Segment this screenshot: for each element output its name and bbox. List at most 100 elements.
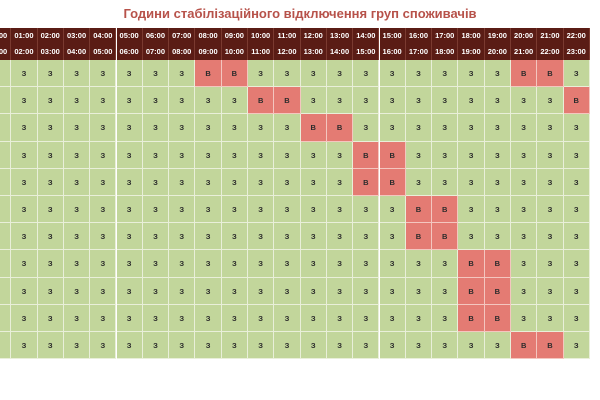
power-on-cell: З [379,223,406,251]
time-column-header: 07:00 08:00 [169,28,196,60]
power-on-cell: З [458,60,485,88]
power-on-cell: З [511,304,538,332]
time-end: 13:00 [303,47,323,56]
time-end: 12:00 [277,47,297,56]
power-on-cell: З [405,250,433,278]
power-on-cell: З [37,114,64,142]
power-on-cell: З [405,168,433,196]
power-on-cell: З [248,250,275,278]
power-on-cell: З [300,250,327,278]
outage-cell: В [300,114,327,142]
power-on-cell: З [274,60,301,88]
power-on-cell: З [326,304,354,332]
power-on-cell: З [37,168,64,196]
power-on-cell: З [326,332,354,360]
power-on-cell: З [90,87,117,115]
power-on-cell: З [432,60,459,88]
time-end: 14:00 [329,47,350,56]
time-start: 17:00 [435,31,455,40]
power-on-cell: З [432,304,459,332]
time-start: 06:00 [145,31,166,40]
time-column-header: 14:00 15:00 [353,28,380,60]
power-on-cell: З [326,168,354,196]
power-on-cell: З [0,168,12,196]
outage-cell: В [511,60,538,88]
power-on-cell: З [116,87,143,115]
power-on-cell: З [248,196,275,224]
outage-schedule-table: 00:0001:0001:0002:0002:0003:0003:0004:00… [0,28,600,398]
time-end: 21:00 [514,47,534,56]
power-on-cell: З [248,114,275,142]
power-on-cell: З [37,250,64,278]
power-on-cell: З [37,196,64,224]
outage-cell: В [353,168,380,196]
power-on-cell: З [537,114,564,142]
power-on-cell: З [116,277,143,305]
power-on-cell: З [563,60,590,88]
power-on-cell: З [169,223,196,251]
power-on-cell: З [0,223,12,251]
power-on-cell: З [63,87,91,115]
time-end: 06:00 [119,47,139,56]
power-on-cell: З [484,114,511,142]
time-start: 22:00 [566,31,586,40]
power-on-cell: З [379,304,406,332]
power-on-cell: З [300,277,327,305]
power-on-cell: З [511,141,538,169]
power-on-cell: З [405,304,433,332]
time-end: 23:00 [566,47,586,56]
power-on-cell: З [326,87,354,115]
power-on-cell: З [11,332,38,360]
power-on-cell: З [511,87,538,115]
power-on-cell: З [37,60,64,88]
power-on-cell: З [405,114,433,142]
power-on-cell: З [248,277,275,305]
power-on-cell: З [326,277,354,305]
power-on-cell: З [300,168,327,196]
outage-cell: В [458,277,485,305]
time-end: 01:00 [0,47,8,56]
power-on-cell: З [537,141,564,169]
time-column-header: 11:00 12:00 [274,28,301,60]
power-on-cell: З [63,332,91,360]
power-on-cell: З [221,277,248,305]
power-on-cell: З [511,250,538,278]
outage-cell: В [274,87,301,115]
power-on-cell: З [353,87,380,115]
time-start: 11:00 [277,31,297,40]
power-on-cell: З [432,277,459,305]
power-on-cell: З [63,114,91,142]
time-end: 09:00 [198,47,218,56]
time-start: 04:00 [93,31,113,40]
power-on-cell: З [563,196,590,224]
power-on-cell: З [90,223,117,251]
time-column-header: 05:00 06:00 [116,28,143,60]
outage-cell: В [432,196,459,224]
time-start: 07:00 [172,31,192,40]
time-start: 18:00 [461,31,481,40]
power-on-cell: З [37,223,64,251]
power-on-cell: З [0,277,12,305]
power-on-cell: З [195,141,222,169]
time-end: 08:00 [172,47,192,56]
power-on-cell: З [563,168,590,196]
power-on-cell: З [274,114,301,142]
power-on-cell: З [484,223,511,251]
power-on-cell: З [353,223,380,251]
power-on-cell: З [169,141,196,169]
time-column-header: 09:00 10:00 [221,28,248,60]
power-on-cell: З [142,332,170,360]
page-title: Години стабілізаційного відключення груп… [123,6,477,21]
power-on-cell: З [274,141,301,169]
power-on-cell: З [353,332,380,360]
power-on-cell: З [195,87,222,115]
time-start: 15:00 [382,31,402,40]
power-on-cell: З [511,277,538,305]
power-on-cell: З [142,60,170,88]
power-on-cell: З [221,141,248,169]
power-on-cell: З [0,141,12,169]
power-on-cell: З [142,223,170,251]
power-on-cell: З [169,168,196,196]
power-on-cell: З [563,223,590,251]
power-on-cell: З [274,277,301,305]
